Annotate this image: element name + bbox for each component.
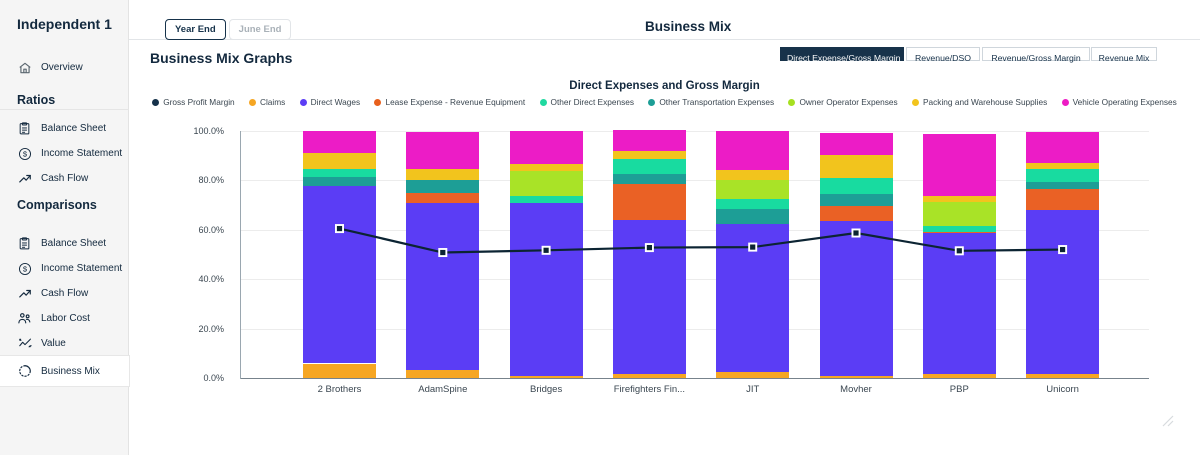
svg-text:$: $	[22, 149, 27, 158]
svg-text:$: $	[22, 264, 27, 273]
